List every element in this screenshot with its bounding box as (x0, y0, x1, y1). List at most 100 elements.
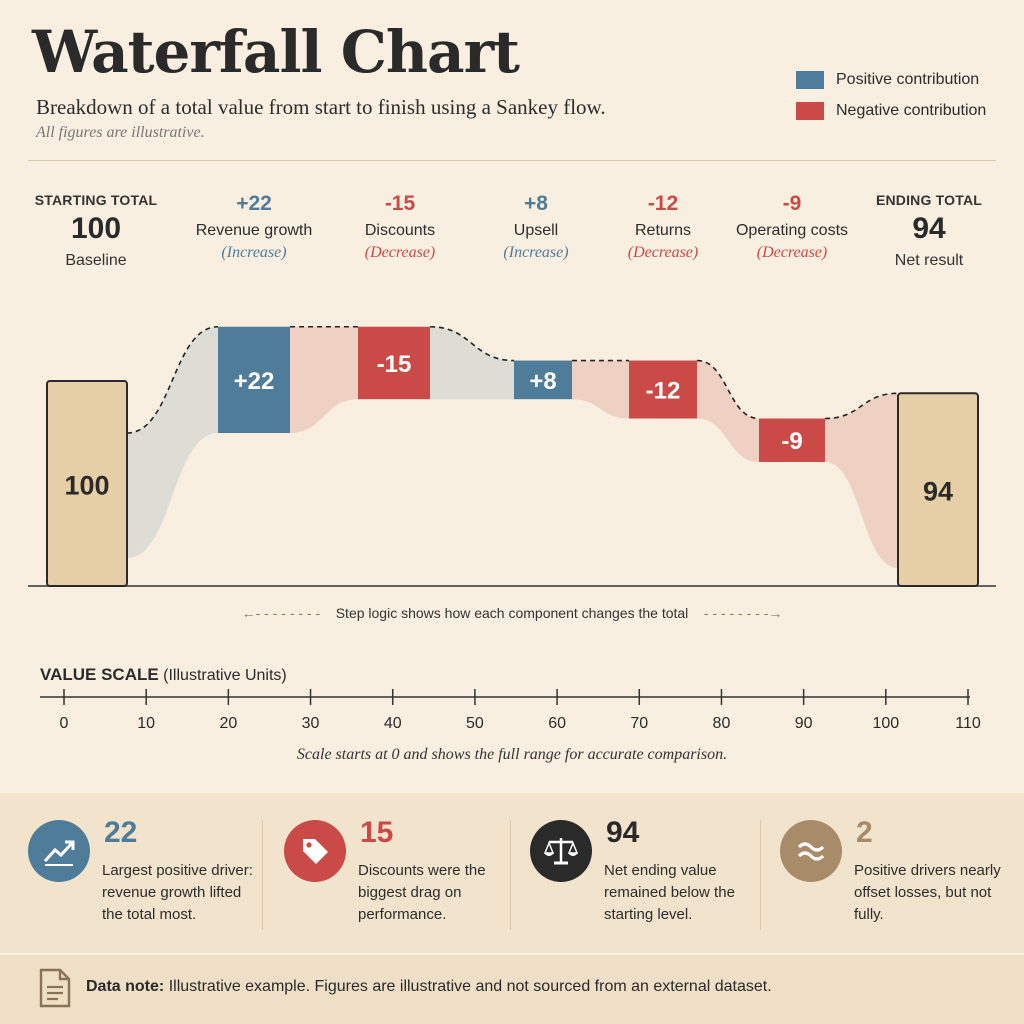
legend-positive-swatch (796, 71, 824, 89)
scale-tick-label: 30 (302, 715, 320, 732)
connector-line (696, 359, 760, 420)
scale-tick-label: 100 (872, 715, 899, 732)
step-1-delta: +22 (236, 192, 272, 215)
step-logic-caption: ←- - - - - - - - Step logic shows how ea… (0, 605, 1024, 621)
change-bar-label: +8 (529, 368, 556, 395)
illustrative-note: All figures are illustrative. (36, 124, 205, 141)
trend-up-icon (28, 820, 90, 882)
change-bar-label: -9 (781, 428, 802, 455)
step-3-delta: +8 (524, 192, 548, 215)
data-note-text: Illustrative example. Figures are illust… (168, 978, 772, 995)
change-bar (629, 360, 697, 419)
connector-line (126, 325, 219, 434)
start-caption: STARTING TOTAL (34, 192, 158, 208)
scale-tick-label: 0 (60, 715, 69, 732)
insight-divider (262, 820, 263, 930)
scale-tick-label: 60 (548, 715, 566, 732)
data-note-label: Data note: (86, 978, 165, 995)
connector-line (429, 325, 515, 362)
step-2-delta: -15 (384, 192, 416, 215)
legend-negative-label: Negative contribution (836, 102, 987, 119)
scale-tick-label: 110 (955, 715, 981, 732)
value-scale-label: VALUE SCALE (40, 665, 159, 684)
end-value: 94 (912, 212, 946, 245)
connector-line (824, 392, 899, 420)
step-3-kind: (Increase) (503, 244, 569, 261)
scale-tick-label: 80 (713, 715, 731, 732)
step-5-kind: (Decrease) (756, 244, 828, 261)
insight-divider (760, 820, 761, 930)
end-total-bar (897, 392, 979, 587)
end-total-label: 94 (923, 477, 953, 507)
scale-tick-label: 10 (137, 715, 155, 732)
scales-icon (530, 820, 592, 882)
header-start: STARTING TOTAL 100 Baseline (21, 192, 171, 270)
flow-ribbon (825, 393, 898, 568)
change-bar-label: +22 (234, 368, 275, 395)
insight-card-3: 94 Net ending value remained below the s… (530, 816, 770, 936)
end-sub: Net result (894, 252, 964, 269)
header-step-1: +22 Revenue growth (Increase) (179, 192, 329, 262)
change-bar (759, 418, 825, 462)
header-step-3: +8 Upsell (Increase) (461, 192, 611, 262)
change-bar-label: -12 (646, 378, 681, 405)
value-scale-title: VALUE SCALE (Illustrative Units) (40, 665, 287, 685)
flow-ribbon (572, 360, 629, 419)
insight-1-text: Largest positive driver: revenue growth … (102, 862, 253, 923)
page-title: Waterfall Chart (32, 18, 520, 86)
end-caption: ENDING TOTAL (875, 192, 983, 208)
header-step-2: -15 Discounts (Decrease) (325, 192, 475, 262)
scale-tick-label: 50 (466, 715, 484, 732)
waterfall-chart: 100 94 +22 -15 +8 -12 -9 (28, 325, 996, 587)
flow-ribbon (127, 326, 218, 558)
insight-card-1: 22 Largest positive driver: revenue grow… (28, 816, 268, 936)
scale-tick-label: 40 (384, 715, 402, 732)
data-note: Data note: Illustrative example. Figures… (86, 978, 772, 996)
step-1-label: Revenue growth (195, 222, 313, 239)
approx-icon (780, 820, 842, 882)
insight-3-value: 94 (606, 816, 640, 849)
scale-tick-label: 70 (630, 715, 648, 732)
step-logic-text: Step logic shows how each component chan… (335, 605, 689, 621)
document-icon (38, 968, 72, 1013)
value-scale-note: Scale starts at 0 and shows the full ran… (296, 746, 728, 763)
start-total-label: 100 (64, 471, 109, 501)
insight-divider (510, 820, 511, 930)
step-4-kind: (Decrease) (627, 244, 699, 261)
flow-ribbon (430, 326, 514, 400)
insight-3-text: Net ending value remained below the star… (604, 862, 735, 923)
value-scale-axis: 0 10 20 30 40 50 60 70 80 90 100 110 (40, 689, 981, 732)
legend-negative-swatch (796, 102, 824, 120)
insight-card-4: 2 Positive drivers nearly offset losses,… (780, 816, 1020, 936)
step-5-label: Operating costs (735, 222, 849, 239)
legend-positive-label: Positive contribution (836, 71, 980, 88)
flow-ribbon (290, 326, 358, 433)
page-subtitle: Breakdown of a total value from start to… (36, 95, 606, 119)
legend: Positive contribution Negative contribut… (796, 70, 986, 132)
tag-icon (284, 820, 346, 882)
flow-ribbon (697, 360, 759, 462)
insight-card-2: 15 Discounts were the biggest drag on pe… (284, 816, 524, 936)
step-5-delta: -9 (782, 192, 802, 215)
header-step-5: -9 Operating costs (Decrease) (717, 192, 867, 262)
step-3-label: Upsell (513, 222, 559, 239)
change-bar (514, 360, 572, 400)
insight-4-value: 2 (856, 816, 873, 849)
header-divider (28, 160, 996, 161)
footer-band (0, 955, 1024, 1024)
step-4-label: Returns (634, 222, 692, 239)
change-bar-label: -15 (377, 351, 412, 378)
step-4-delta: -12 (647, 192, 679, 215)
legend-negative: Negative contribution (796, 101, 986, 121)
step-2-kind: (Decrease) (364, 244, 436, 261)
step-2-label: Discounts (364, 222, 436, 239)
value-scale-units: (Illustrative Units) (163, 667, 287, 684)
legend-positive: Positive contribution (796, 70, 986, 90)
insight-4-text: Positive drivers nearly offset losses, b… (854, 862, 1001, 923)
insights-band (0, 793, 1024, 953)
right-arrow-icon: - - - - - - - -→ (692, 605, 783, 621)
step-1-kind: (Increase) (221, 244, 287, 261)
left-arrow-icon: ←- - - - - - - - (241, 605, 332, 621)
insight-1-value: 22 (104, 816, 138, 849)
insight-2-text: Discounts were the biggest drag on perfo… (358, 862, 486, 923)
